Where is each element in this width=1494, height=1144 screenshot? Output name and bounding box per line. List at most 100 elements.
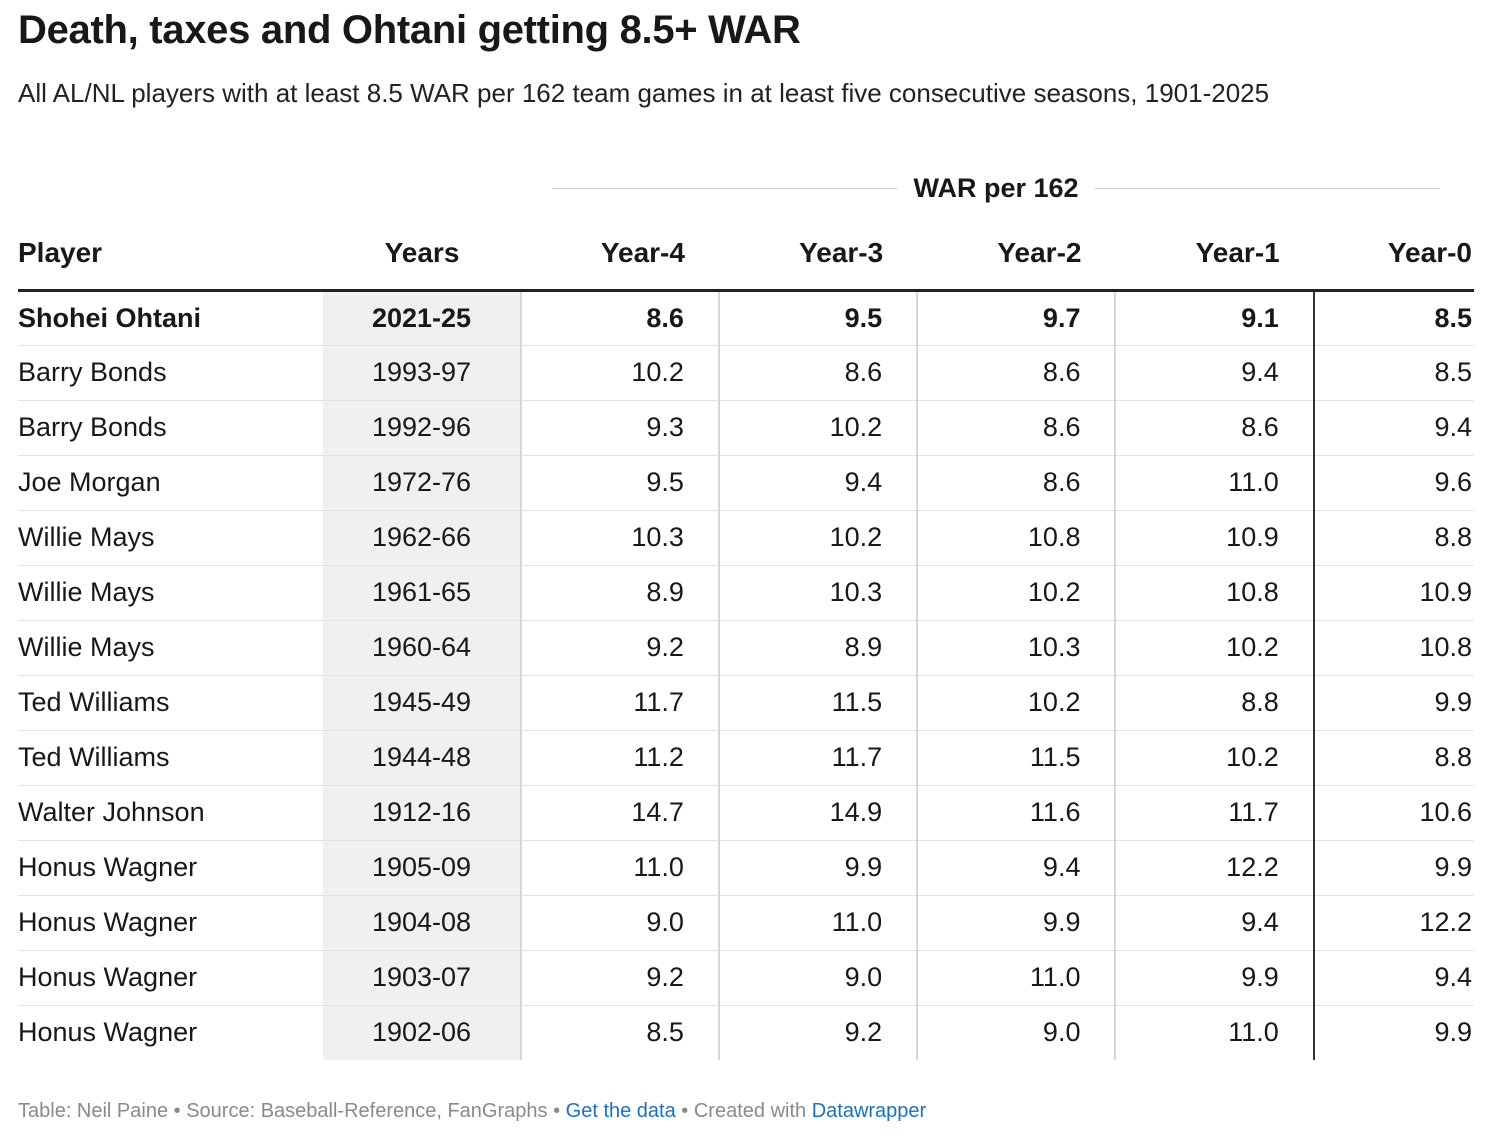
- cell-year-0: 9.9: [1313, 675, 1474, 731]
- cell-year-3: 9.0: [718, 950, 919, 1006]
- cell-year-3: 10.2: [718, 510, 919, 566]
- cell-years: 1902-06: [323, 1005, 522, 1060]
- cell-year-0: 8.8: [1313, 510, 1474, 566]
- cell-years: 1945-49: [323, 675, 522, 731]
- cell-years: 1961-65: [323, 565, 522, 621]
- cell-player: Honus Wagner: [18, 950, 324, 1006]
- table-row: Willie Mays 1962-66 10.3 10.2 10.8 10.9 8.8: [18, 510, 1474, 566]
- table-row: Barry Bonds 1993-97 10.2 8.6 8.6 9.4 8.5: [18, 345, 1474, 401]
- chart-subtitle: All AL/NL players with at least 8.5 WAR …: [18, 78, 1270, 108]
- cell-year-4: 11.7: [520, 675, 720, 731]
- cell-year-1: 11.0: [1115, 455, 1315, 511]
- cell-year-2: 9.4: [917, 840, 1117, 896]
- table-row: Joe Morgan 1972-76 9.5 9.4 8.6 11.0 9.6: [18, 455, 1474, 511]
- cell-year-2: 8.6: [917, 455, 1117, 511]
- cell-year-1: 10.8: [1115, 565, 1315, 621]
- table-row: Ted Williams 1944-48 11.2 11.7 11.5 10.2 8.8: [18, 730, 1474, 786]
- column-header-year-4[interactable]: Year-4: [520, 222, 719, 292]
- cell-year-1: 10.2: [1115, 620, 1315, 676]
- column-header-player[interactable]: Player: [18, 222, 324, 292]
- cell-player: Honus Wagner: [18, 1017, 198, 1048]
- cell-year-3: 11.0: [718, 895, 919, 951]
- cell-year-3: 9.4: [718, 455, 919, 511]
- cell-year-3: 11.5: [718, 675, 919, 731]
- cell-year-2: 9.7: [917, 290, 1117, 346]
- column-header-year-2[interactable]: Year-2: [917, 222, 1116, 292]
- cell-year-3: 10.2: [718, 400, 919, 456]
- table-header-row: Player Years Year-4 Year-3 Year-2 Year-1…: [18, 222, 1474, 292]
- cell-player: Ted Williams: [18, 675, 324, 731]
- cell-player: Shohei Ohtani: [18, 290, 324, 346]
- created-with-text: Created with: [693, 1100, 812, 1122]
- cell-player: Ted Williams: [18, 730, 324, 786]
- cell-year-4: 8.5: [520, 1005, 720, 1060]
- cell-player: Barry Bonds: [18, 345, 324, 401]
- cell-year-2: 8.6: [917, 345, 1117, 401]
- cell-years: 1905-09: [323, 840, 522, 896]
- cell-years: 1993-97: [323, 345, 522, 401]
- cell-year-3: 11.7: [718, 730, 919, 786]
- cell-year-4: 8.6: [520, 290, 720, 346]
- cell-year-2: 9.0: [917, 1005, 1117, 1060]
- column-header-years[interactable]: Years: [323, 222, 521, 292]
- table-row: Walter Johnson 1912-16 14.7 14.9 11.6 11.7 10.…: [18, 785, 1474, 841]
- table-row: Willie Mays 1960-64 9.2 8.9 10.3 10.2 10.8: [18, 620, 1474, 676]
- table-row: Barry Bonds 1992-96 9.3 10.2 8.6 8.6 9.4: [18, 400, 1474, 456]
- cell-year-0: 8.5: [1313, 290, 1474, 346]
- column-header-year-3[interactable]: Year-3: [718, 222, 918, 292]
- cell-year-0: 9.4: [1313, 950, 1474, 1006]
- cell-year-1: 9.1: [1115, 290, 1315, 346]
- datawrapper-link[interactable]: Datawrapper: [811, 1100, 927, 1122]
- cell-year-4: 9.5: [520, 455, 720, 511]
- cell-year-0: 10.6: [1313, 785, 1474, 841]
- cell-year-2: 9.9: [917, 895, 1117, 951]
- cell-year-4: 9.2: [520, 950, 720, 1006]
- cell-year-2: 11.6: [917, 785, 1117, 841]
- footer-separator: •: [675, 1100, 694, 1122]
- cell-year-3: 9.5: [718, 290, 919, 346]
- cell-year-1: 8.6: [1115, 400, 1315, 456]
- cell-player: Joe Morgan: [18, 455, 324, 511]
- cell-year-0: 9.9: [1434, 1017, 1472, 1048]
- cell-year-4: 9.2: [520, 620, 720, 676]
- source-credit: Source: Baseball-Reference, FanGraphs: [186, 1100, 548, 1122]
- cell-year-2: 10.2: [917, 565, 1117, 621]
- cell-player: Willie Mays: [18, 620, 324, 676]
- cell-player: Honus Wagner: [18, 840, 324, 896]
- table-row: Honus Wagner 1904-08 9.0 11.0 9.9 9.4 12.2: [18, 895, 1474, 951]
- column-header-year-1[interactable]: Year-1: [1115, 222, 1314, 292]
- cell-years: 1912-16: [323, 785, 522, 841]
- cell-year-3: 8.9: [718, 620, 919, 676]
- get-the-data-link[interactable]: Get the data: [565, 1100, 676, 1122]
- group-header-line-right: [1094, 187, 1440, 189]
- cell-player: Honus Wagner: [18, 895, 324, 951]
- table-row: Shohei Ohtani 2021-25 8.6 9.5 9.7 9.1 8.5: [18, 290, 1474, 346]
- cell-year-3: 10.3: [718, 565, 919, 621]
- cell-year-1: 8.8: [1115, 675, 1315, 731]
- cell-years: 1903-07: [323, 950, 522, 1006]
- table-row: Honus Wagner 1903-07 9.2 9.0 11.0 9.9 9.4: [18, 950, 1474, 1006]
- table-row: Honus Wagner 1902-06 8.5 9.2 9.0 11.0 9.9: [18, 1005, 1474, 1060]
- column-header-year-0[interactable]: Year-0: [1313, 222, 1474, 292]
- table-body: Shohei Ohtani 2021-25 8.6 9.5 9.7 9.1 8.5 Barry…: [18, 290, 1474, 1060]
- cell-year-0: 9.9: [1313, 840, 1474, 896]
- cell-year-2: 10.3: [917, 620, 1117, 676]
- cell-years: 2021-25: [323, 290, 522, 346]
- cell-years: 1992-96: [323, 400, 522, 456]
- cell-year-1: 12.2: [1115, 840, 1315, 896]
- cell-player: Barry Bonds: [18, 400, 324, 456]
- cell-years: 1972-76: [323, 455, 522, 511]
- war-table: Player Years Year-4 Year-3 Year-2 Year-1…: [18, 222, 1474, 1060]
- cell-year-3: 9.9: [718, 840, 919, 896]
- cell-year-1: 9.9: [1115, 950, 1315, 1006]
- cell-year-1: 11.7: [1115, 785, 1315, 841]
- table-row: Willie Mays 1961-65 8.9 10.3 10.2 10.8 10.9: [18, 565, 1474, 621]
- cell-year-4: 10.3: [520, 510, 720, 566]
- cell-year-0: 9.4: [1313, 400, 1474, 456]
- cell-year-0: 9.6: [1313, 455, 1474, 511]
- cell-years: 1904-08: [323, 895, 522, 951]
- cell-year-2: 8.6: [917, 400, 1117, 456]
- cell-year-0: 8.5: [1313, 345, 1474, 401]
- group-header-label: WAR per 162: [913, 172, 1079, 203]
- cell-year-4: 14.7: [520, 785, 720, 841]
